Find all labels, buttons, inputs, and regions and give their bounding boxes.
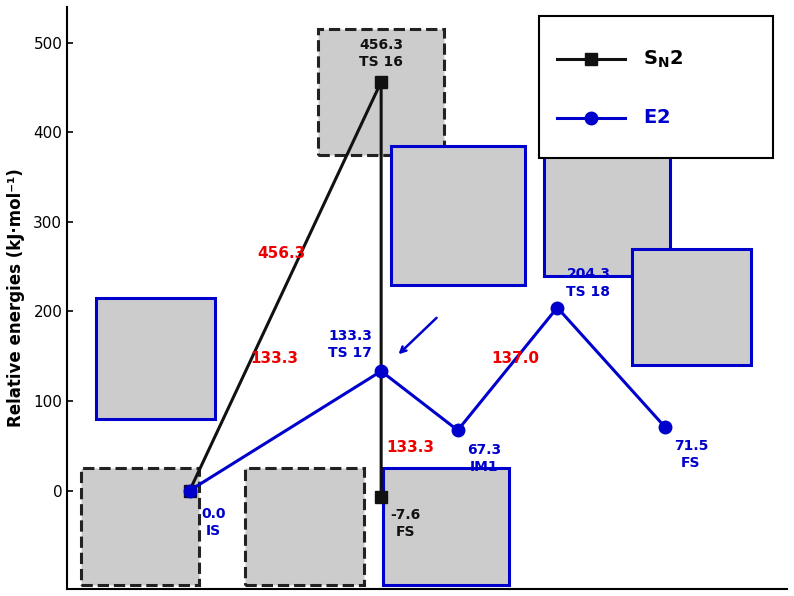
Text: 456.3: 456.3 bbox=[257, 246, 306, 260]
Text: $\mathbf{E2}$: $\mathbf{E2}$ bbox=[643, 108, 670, 127]
Bar bbox=[80, 468, 199, 585]
Bar bbox=[318, 29, 445, 155]
Text: -7.6
FS: -7.6 FS bbox=[391, 508, 421, 539]
Text: $\mathbf{S_N}$$\mathbf{2}$: $\mathbf{S_N}$$\mathbf{2}$ bbox=[643, 49, 683, 70]
Text: 137.0: 137.0 bbox=[491, 350, 539, 365]
Text: 204.3
TS 18: 204.3 TS 18 bbox=[566, 268, 611, 299]
Bar bbox=[391, 146, 525, 284]
Text: 133.3: 133.3 bbox=[250, 350, 298, 365]
Bar bbox=[538, 15, 773, 159]
Text: 67.3
IM1: 67.3 IM1 bbox=[467, 443, 501, 474]
Text: 71.5
FS: 71.5 FS bbox=[673, 439, 708, 470]
Text: 0.0
IS: 0.0 IS bbox=[201, 507, 225, 538]
Bar bbox=[383, 468, 510, 585]
Bar bbox=[96, 298, 214, 419]
Text: 133.3: 133.3 bbox=[386, 440, 434, 455]
Bar bbox=[632, 249, 750, 365]
Text: 133.3
TS 17: 133.3 TS 17 bbox=[328, 329, 372, 361]
Bar bbox=[544, 155, 670, 275]
Text: 456.3
TS 16: 456.3 TS 16 bbox=[359, 38, 403, 69]
Y-axis label: Relative energies (kJ·mol⁻¹): Relative energies (kJ·mol⁻¹) bbox=[7, 169, 25, 427]
Bar bbox=[245, 468, 364, 585]
